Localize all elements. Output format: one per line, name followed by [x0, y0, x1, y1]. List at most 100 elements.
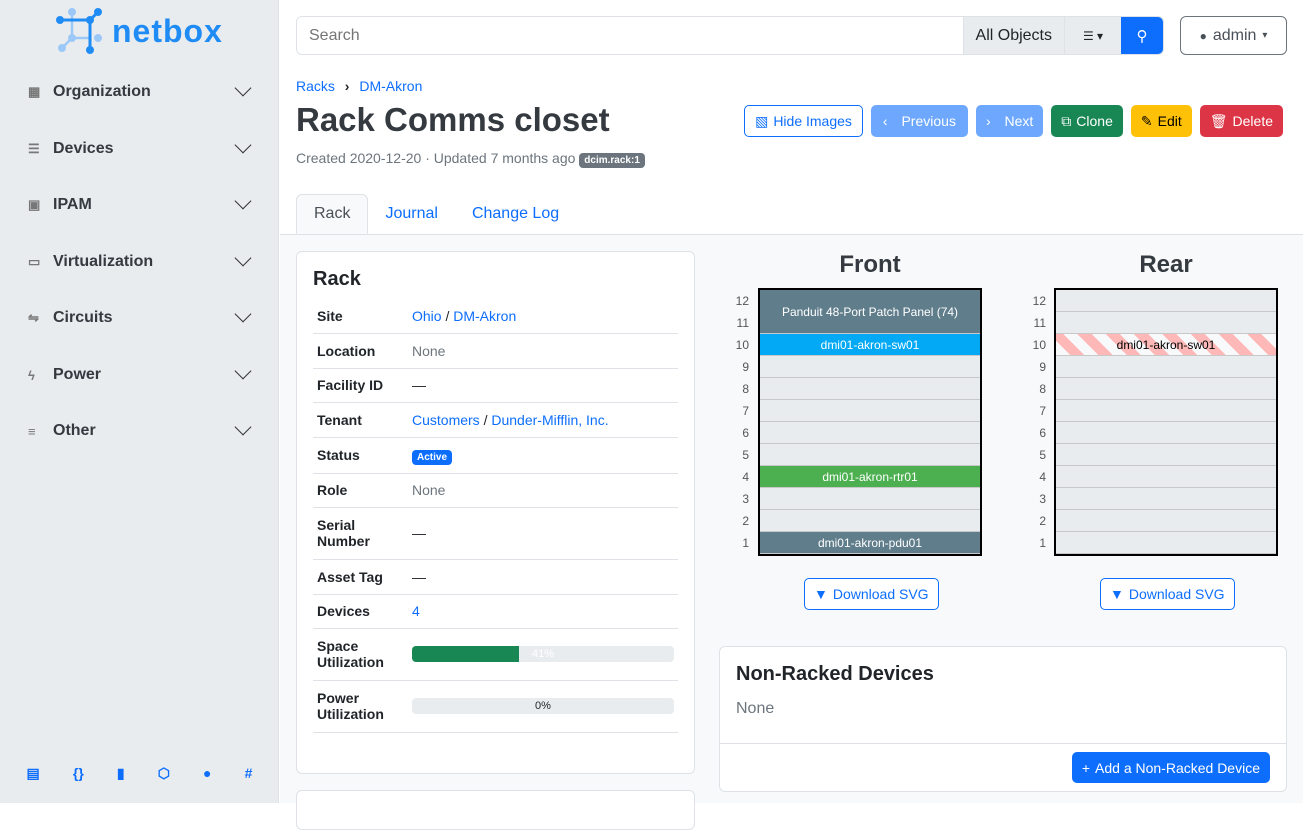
chevron-right-icon: › [344, 78, 350, 94]
rack-unit-slot[interactable] [760, 312, 980, 334]
rack-unit-slot[interactable] [760, 444, 980, 466]
search-icon: ⚲ [1136, 27, 1148, 45]
netbox-logo[interactable]: netbox [56, 8, 223, 54]
username: admin [1212, 26, 1257, 44]
breadcrumb-site[interactable]: DM-Akron [359, 78, 423, 94]
user-menu[interactable]: ● admin ▾ [1180, 16, 1287, 55]
unit-number: 10 [1032, 338, 1046, 352]
sidebar-item-organization[interactable]: ▦ Organization [0, 72, 279, 112]
rack-unit-slot[interactable] [1056, 466, 1276, 488]
card-title: Rack [313, 268, 361, 290]
file-download-icon: ▼ [814, 586, 828, 602]
rack-device[interactable]: Panduit 48-Port Patch Panel (74) [760, 290, 980, 333]
rack-unit-slot[interactable] [1056, 422, 1276, 444]
rack-device[interactable]: dmi01-akron-sw01 [760, 334, 980, 355]
clone-button[interactable]: ⧉ Clone [1051, 105, 1123, 137]
tenant-label: Tenant [313, 402, 408, 438]
github-icon[interactable]: ● [203, 765, 212, 781]
tenant-link[interactable]: Dunder-Mifflin, Inc. [491, 411, 609, 428]
add-non-racked-device-button[interactable]: + Add a Non-Racked Device [1071, 752, 1270, 783]
delete-button[interactable]: 🗑 Delete [1199, 105, 1283, 137]
user-icon: ● [1199, 28, 1207, 43]
role-label: Role [313, 473, 408, 508]
unit-number: 9 [1039, 360, 1046, 374]
rack-unit-slot[interactable] [760, 488, 980, 510]
nav-label: Devices [53, 140, 114, 157]
docs-icon[interactable]: ▮ [116, 765, 125, 781]
rack-unit-slot[interactable] [1056, 356, 1276, 378]
rack-unit-slot[interactable] [760, 356, 980, 378]
unit-number: 8 [1039, 382, 1046, 396]
rack-unit-slot[interactable] [760, 378, 980, 400]
unit-number: 11 [736, 316, 749, 330]
rack-unit-slot[interactable] [1056, 290, 1276, 312]
api-icon[interactable]: {} [72, 765, 84, 781]
devices-link[interactable]: 4 [412, 603, 420, 619]
filter-dropdown[interactable]: ☰ ▾ [1064, 17, 1121, 54]
label: Add a Non-Racked Device [1095, 759, 1260, 776]
rack-unit-slot[interactable] [760, 400, 980, 422]
rack-unit-slot[interactable] [760, 466, 980, 488]
rack-device-rear[interactable]: dmi01-akron-sw01 [1056, 334, 1276, 355]
tab-rack[interactable]: Rack [296, 194, 369, 234]
rack-unit-slot[interactable] [760, 422, 980, 444]
sidebar-item-ipam[interactable]: ▣ IPAM [0, 185, 279, 225]
flash-icon: ϟ [28, 367, 35, 383]
download-front-svg-button[interactable]: ▼ Download SVG [804, 578, 939, 610]
rack-unit-slot[interactable] [1056, 532, 1276, 554]
rack-unit-slot[interactable] [760, 532, 980, 554]
sidebar-item-other[interactable]: ≡ Other [0, 411, 279, 451]
slack-icon[interactable]: # [244, 765, 253, 781]
monitor-icon: ▭ [28, 254, 41, 269]
search-input[interactable] [297, 17, 963, 54]
tab-changelog[interactable]: Change Log [471, 205, 560, 222]
rack-unit-slot[interactable] [1056, 444, 1276, 466]
object-type-select[interactable]: All Objects [962, 17, 1064, 54]
rack-device[interactable]: dmi01-akron-pdu01 [760, 532, 980, 553]
timestamps: Created 2020-12-20 · Updated 7 months ag… [296, 150, 576, 166]
book-icon[interactable]: ▤ [26, 765, 40, 781]
building-icon: ▦ [28, 84, 41, 99]
filter-icon: ☰ ▾ [1082, 28, 1104, 43]
next-button[interactable]: › Next [975, 105, 1044, 137]
sidebar-item-power[interactable]: ϟ Power [0, 355, 279, 395]
breadcrumb-racks[interactable]: Racks [296, 78, 335, 94]
tenant-group-link[interactable]: Customers [412, 411, 480, 428]
sidebar-item-circuits[interactable]: ⇋ Circuits [0, 298, 279, 338]
rack-unit-slot[interactable] [760, 510, 980, 532]
unit-number: 12 [1032, 294, 1046, 308]
facility-value: — [408, 368, 678, 403]
rack-unit-slot[interactable] [1056, 334, 1276, 356]
rack-device[interactable]: dmi01-akron-rtr01 [760, 466, 980, 487]
hide-images-button[interactable]: ▧ Hide Images [744, 105, 863, 137]
download-rear-svg-button[interactable]: ▼ Download SVG [1100, 578, 1235, 610]
search-bar: All Objects ☰ ▾ ⚲ [296, 16, 1164, 55]
edit-button[interactable]: ✎ Edit [1130, 105, 1192, 137]
nav-label: Circuits [53, 309, 113, 326]
rack-unit-slot[interactable] [1056, 312, 1276, 334]
sidebar-item-virtualization[interactable]: ▭ Virtualization [0, 242, 279, 282]
sidebar-item-devices[interactable]: ☰ Devices [0, 129, 279, 169]
unit-number: 2 [742, 514, 749, 528]
page-meta: Created 2020-12-20 · Updated 7 months ag… [296, 150, 645, 168]
label: Download SVG [832, 586, 929, 602]
circuit-icon: ⇋ [28, 310, 39, 325]
rack-unit-slot[interactable] [1056, 400, 1276, 422]
rack-unit-slot[interactable] [1056, 510, 1276, 532]
graphql-icon[interactable]: ⬡ [157, 765, 170, 781]
rear-rack-elevation: dmi01-akron-sw01 [1054, 288, 1278, 556]
nav-label: Virtualization [53, 253, 154, 270]
unit-number: 1 [1039, 536, 1046, 550]
search-button[interactable]: ⚲ [1121, 17, 1163, 54]
rack-unit-slot[interactable] [1056, 378, 1276, 400]
tab-journal[interactable]: Journal [385, 205, 438, 222]
unit-number: 6 [1039, 426, 1046, 440]
rack-unit-slot[interactable] [760, 334, 980, 356]
previous-button[interactable]: ‹ Previous [870, 105, 968, 137]
region-link[interactable]: Ohio [412, 307, 442, 324]
unit-number: 3 [1039, 492, 1046, 506]
copy-icon: ⧉ [1061, 112, 1072, 129]
pencil-icon: ✎ [1140, 112, 1153, 129]
site-link[interactable]: DM-Akron [453, 307, 517, 324]
rack-unit-slot[interactable] [1056, 488, 1276, 510]
